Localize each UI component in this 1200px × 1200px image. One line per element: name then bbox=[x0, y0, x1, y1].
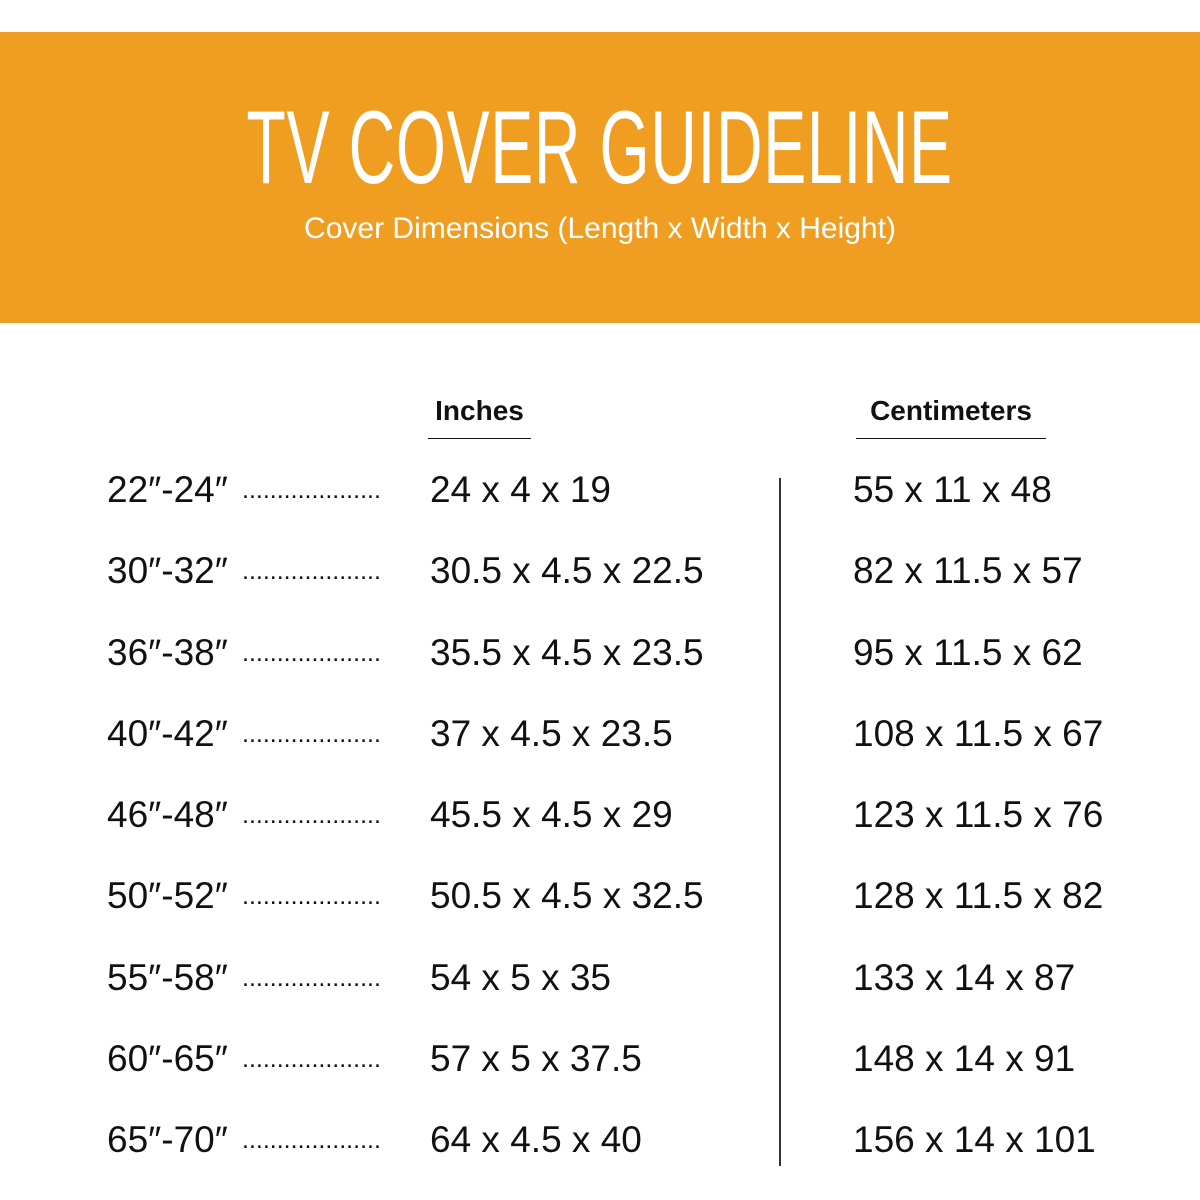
page-subtitle: Cover Dimensions (Length x Width x Heigh… bbox=[304, 212, 896, 245]
dot-leader: .................... bbox=[242, 882, 381, 911]
tv-size: 22″-24″ bbox=[107, 469, 228, 510]
table-row: 65″-70″.................... 64 x 4.5 x 40… bbox=[0, 1115, 1200, 1196]
tv-size: 46″-48″ bbox=[107, 794, 228, 836]
dot-leader: .................... bbox=[242, 719, 381, 748]
dimensions-inches: 45.5 x 4.5 x 29 bbox=[428, 790, 673, 841]
dimensions-inches: 30.5 x 4.5 x 22.5 bbox=[428, 546, 704, 597]
dimensions-cm: 55 x 11 x 48 bbox=[853, 469, 1052, 510]
dot-leader: .................... bbox=[242, 557, 381, 586]
dot-leader: .................... bbox=[242, 963, 381, 992]
table-row: 40″-42″.................... 37 x 4.5 x 23… bbox=[0, 708, 1200, 790]
dimensions-cm: 95 x 11.5 x 62 bbox=[853, 631, 1083, 673]
table-row: 30″-32″.................... 30.5 x 4.5 x … bbox=[0, 546, 1200, 627]
column-header-inches: Inches bbox=[428, 393, 531, 439]
dot-leader: .................... bbox=[242, 801, 381, 830]
title-text: TV COVER GUIDELINE bbox=[246, 90, 954, 206]
dot-leader: .................... bbox=[242, 638, 381, 667]
dimensions-inches: 35.5 x 4.5 x 23.5 bbox=[428, 627, 704, 678]
table-row: 60″-65″.................... 57 x 5 x 37.5… bbox=[0, 1034, 1200, 1115]
size-table: 22″-24″.................... 24 x 4 x 19 55… bbox=[0, 465, 1200, 1197]
tv-size: 36″-38″ bbox=[107, 631, 228, 673]
column-header-centimeters: Centimeters bbox=[856, 393, 1046, 439]
table-row: 36″-38″.................... 35.5 x 4.5 x … bbox=[0, 627, 1200, 709]
dimensions-cm: 108 x 11.5 x 67 bbox=[853, 712, 1104, 754]
dimensions-inches: 64 x 4.5 x 40 bbox=[428, 1115, 642, 1166]
table-row: 50″-52″.................... 50.5 x 4.5 x … bbox=[0, 871, 1200, 952]
dimensions-inches: 37 x 4.5 x 23.5 bbox=[428, 708, 673, 759]
dimensions-cm: 156 x 14 x 101 bbox=[853, 1119, 1096, 1161]
column-divider bbox=[779, 478, 781, 1166]
dimensions-cm: 148 x 14 x 91 bbox=[853, 1038, 1076, 1080]
dot-leader: .................... bbox=[242, 1126, 381, 1155]
tv-size: 60″-65″ bbox=[107, 1038, 228, 1080]
tv-size: 30″-32″ bbox=[107, 550, 228, 592]
tv-size: 55″-58″ bbox=[107, 956, 228, 998]
dimensions-inches: 24 x 4 x 19 bbox=[428, 465, 612, 515]
dimensions-cm: 123 x 11.5 x 76 bbox=[853, 794, 1104, 836]
tv-size: 65″-70″ bbox=[107, 1119, 228, 1161]
dimensions-inches: 54 x 5 x 35 bbox=[428, 952, 612, 1003]
dimensions-inches: 50.5 x 4.5 x 32.5 bbox=[428, 871, 704, 922]
dimensions-cm: 82 x 11.5 x 57 bbox=[853, 550, 1083, 592]
dot-leader: .................... bbox=[242, 476, 381, 504]
tv-size: 50″-52″ bbox=[107, 875, 228, 917]
table-row: 55″-58″.................... 54 x 5 x 35 13… bbox=[0, 952, 1200, 1034]
header-banner bbox=[0, 32, 1200, 323]
table-row: 22″-24″.................... 24 x 4 x 19 55… bbox=[0, 465, 1200, 546]
table-row: 46″-48″.................... 45.5 x 4.5 x … bbox=[0, 790, 1200, 871]
dimensions-cm: 128 x 11.5 x 82 bbox=[853, 875, 1104, 917]
dimensions-inches: 57 x 5 x 37.5 bbox=[428, 1034, 642, 1085]
page-title: TV COVER GUIDELINE bbox=[0, 88, 1200, 208]
tv-size: 40″-42″ bbox=[107, 712, 228, 754]
dimensions-cm: 133 x 14 x 87 bbox=[853, 956, 1076, 998]
dot-leader: .................... bbox=[242, 1045, 381, 1074]
